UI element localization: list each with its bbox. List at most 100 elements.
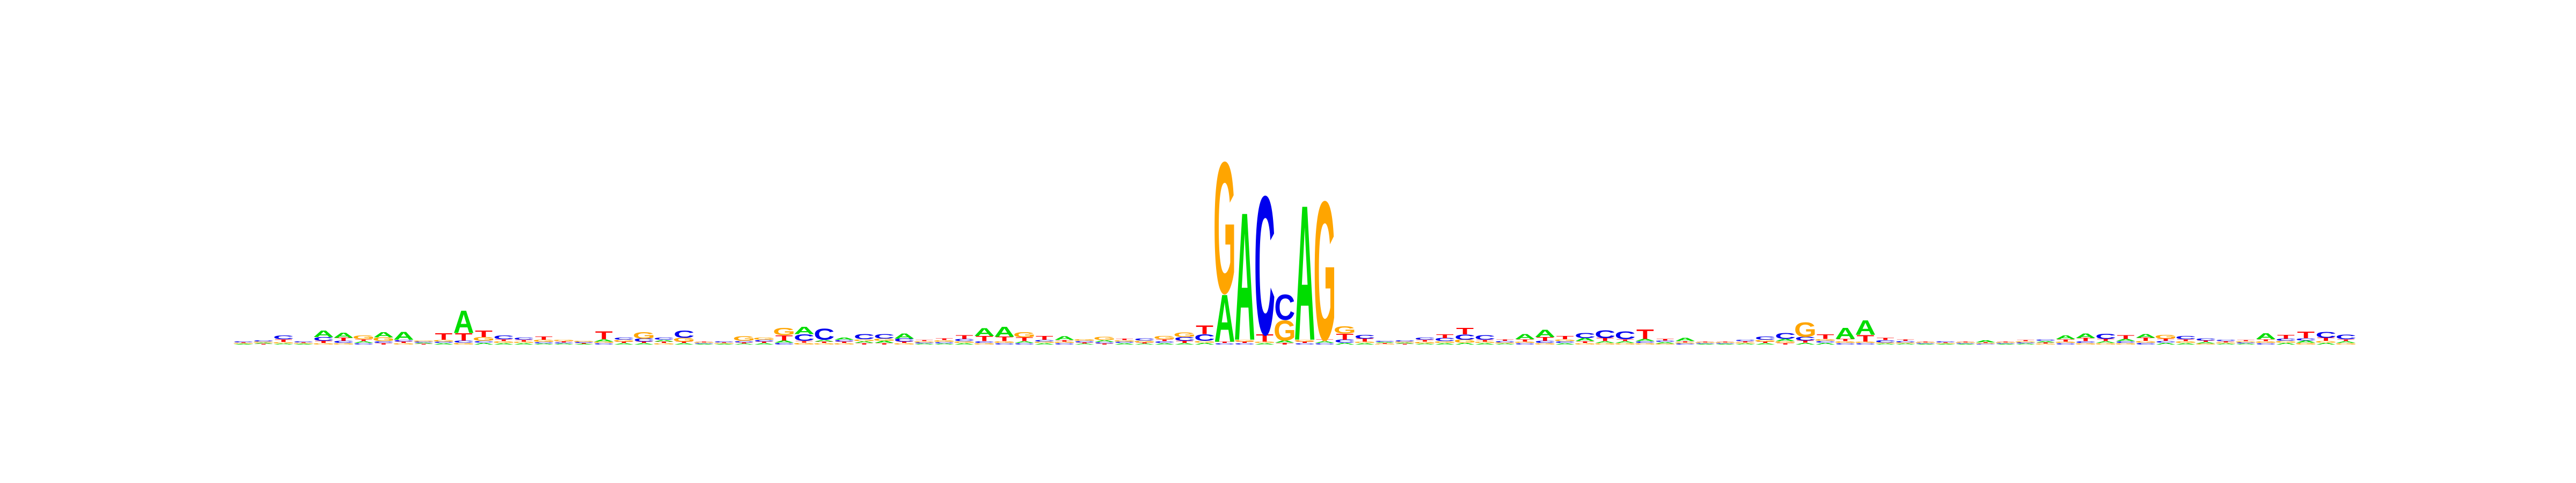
logo-letter-t: T — [2297, 330, 2315, 340]
logo-letter-c: C — [734, 340, 755, 342]
logo-letter-a: A — [2055, 335, 2076, 341]
logo-letter-g: G — [1414, 341, 1436, 344]
logo-letter-g: G — [1994, 342, 2017, 343]
logo-letter-a: A — [674, 343, 694, 345]
logo-letter-t: T — [295, 342, 312, 343]
logo-letter-g: G — [1153, 335, 1176, 340]
logo-letter-g: G — [2134, 340, 2157, 343]
logo-letter-a: A — [1615, 341, 1636, 343]
logo-letter-t: T — [475, 329, 493, 339]
logo-letter-c: C — [1895, 340, 1916, 342]
logo-letter-t: T — [335, 337, 353, 342]
logo-letter-g: G — [2054, 341, 2077, 343]
logo-letter-c: C — [2256, 343, 2277, 345]
logo-letter-c: C — [834, 339, 855, 342]
logo-letter-t: T — [1136, 342, 1153, 343]
logo-letter-t: T — [1096, 343, 1114, 345]
logo-letter-t: T — [2317, 337, 2336, 342]
logo-letter-c: C — [774, 342, 795, 345]
logo-letter-g: G — [753, 337, 775, 341]
logo-letter-t: T — [2017, 340, 2035, 341]
logo-letter-a: A — [1134, 343, 1155, 345]
logo-letter-a: A — [1475, 343, 1496, 345]
logo-letter-c: C — [453, 340, 474, 343]
logo-letter-g: G — [1474, 341, 1496, 343]
logo-letter-c: C — [794, 333, 815, 343]
logo-letter-c: C — [874, 333, 895, 340]
logo-letter-c: C — [1855, 343, 1876, 345]
logo-letter-t: T — [855, 343, 873, 345]
logo-letter-c: C — [353, 343, 374, 345]
logo-letter-g: G — [553, 339, 575, 341]
logo-letter-c: C — [914, 342, 935, 343]
logo-letter-g: G — [653, 343, 675, 345]
logo-letter-t: T — [435, 332, 452, 342]
logo-letter-c: C — [2135, 342, 2156, 345]
logo-letter-c: C — [1435, 338, 1455, 342]
logo-letter-t: T — [1256, 332, 1274, 344]
logo-letter-a: A — [1495, 343, 1516, 345]
logo-letter-g: G — [2235, 341, 2257, 342]
logo-letter-g: G — [1774, 341, 1797, 343]
logo-letter-g: G — [472, 336, 495, 342]
logo-letter-a: A — [2175, 343, 2196, 345]
logo-letter-g: G — [793, 342, 815, 345]
logo-letter-c: C — [2075, 341, 2096, 343]
logo-letter-t: T — [615, 341, 633, 343]
logo-letter-c: C — [1355, 334, 1375, 340]
logo-letter-a: A — [1795, 342, 1816, 345]
logo-letter-t: T — [635, 341, 653, 343]
logo-letter-t: T — [1656, 338, 1674, 341]
logo-letter-t: T — [275, 339, 292, 343]
logo-letter-a: A — [553, 343, 574, 345]
logo-letter-g: G — [392, 343, 415, 345]
logo-letter-t: T — [1757, 341, 1774, 343]
logo-letter-c: C — [594, 343, 614, 345]
logo-letter-g: G — [1654, 343, 1677, 345]
logo-letter-a: A — [2215, 343, 2236, 345]
logo-letter-g: G — [2275, 340, 2297, 343]
logo-letter-t: T — [1797, 340, 1814, 343]
logo-letter-t: T — [1576, 341, 1594, 343]
logo-letter-a: A — [1454, 342, 1475, 345]
logo-letter-c: C — [2035, 339, 2056, 341]
logo-letter-t: T — [955, 334, 973, 340]
logo-letter-t: T — [1776, 343, 1794, 345]
logo-letter-c: C — [693, 343, 714, 344]
logo-letter-c: C — [1194, 333, 1215, 343]
logo-letter-t: T — [555, 341, 573, 342]
logo-letter-g: G — [873, 338, 896, 342]
logo-letter-a: A — [1394, 342, 1415, 344]
logo-letter-t: T — [2137, 337, 2155, 342]
logo-letter-c: C — [994, 343, 1015, 345]
logo-letter-c: C — [1214, 343, 1235, 345]
logo-letter-c: C — [1234, 343, 1255, 345]
logo-letter-c: C — [633, 338, 654, 343]
logo-letter-c: C — [553, 342, 574, 343]
logo-letter-c: C — [1715, 343, 1736, 344]
